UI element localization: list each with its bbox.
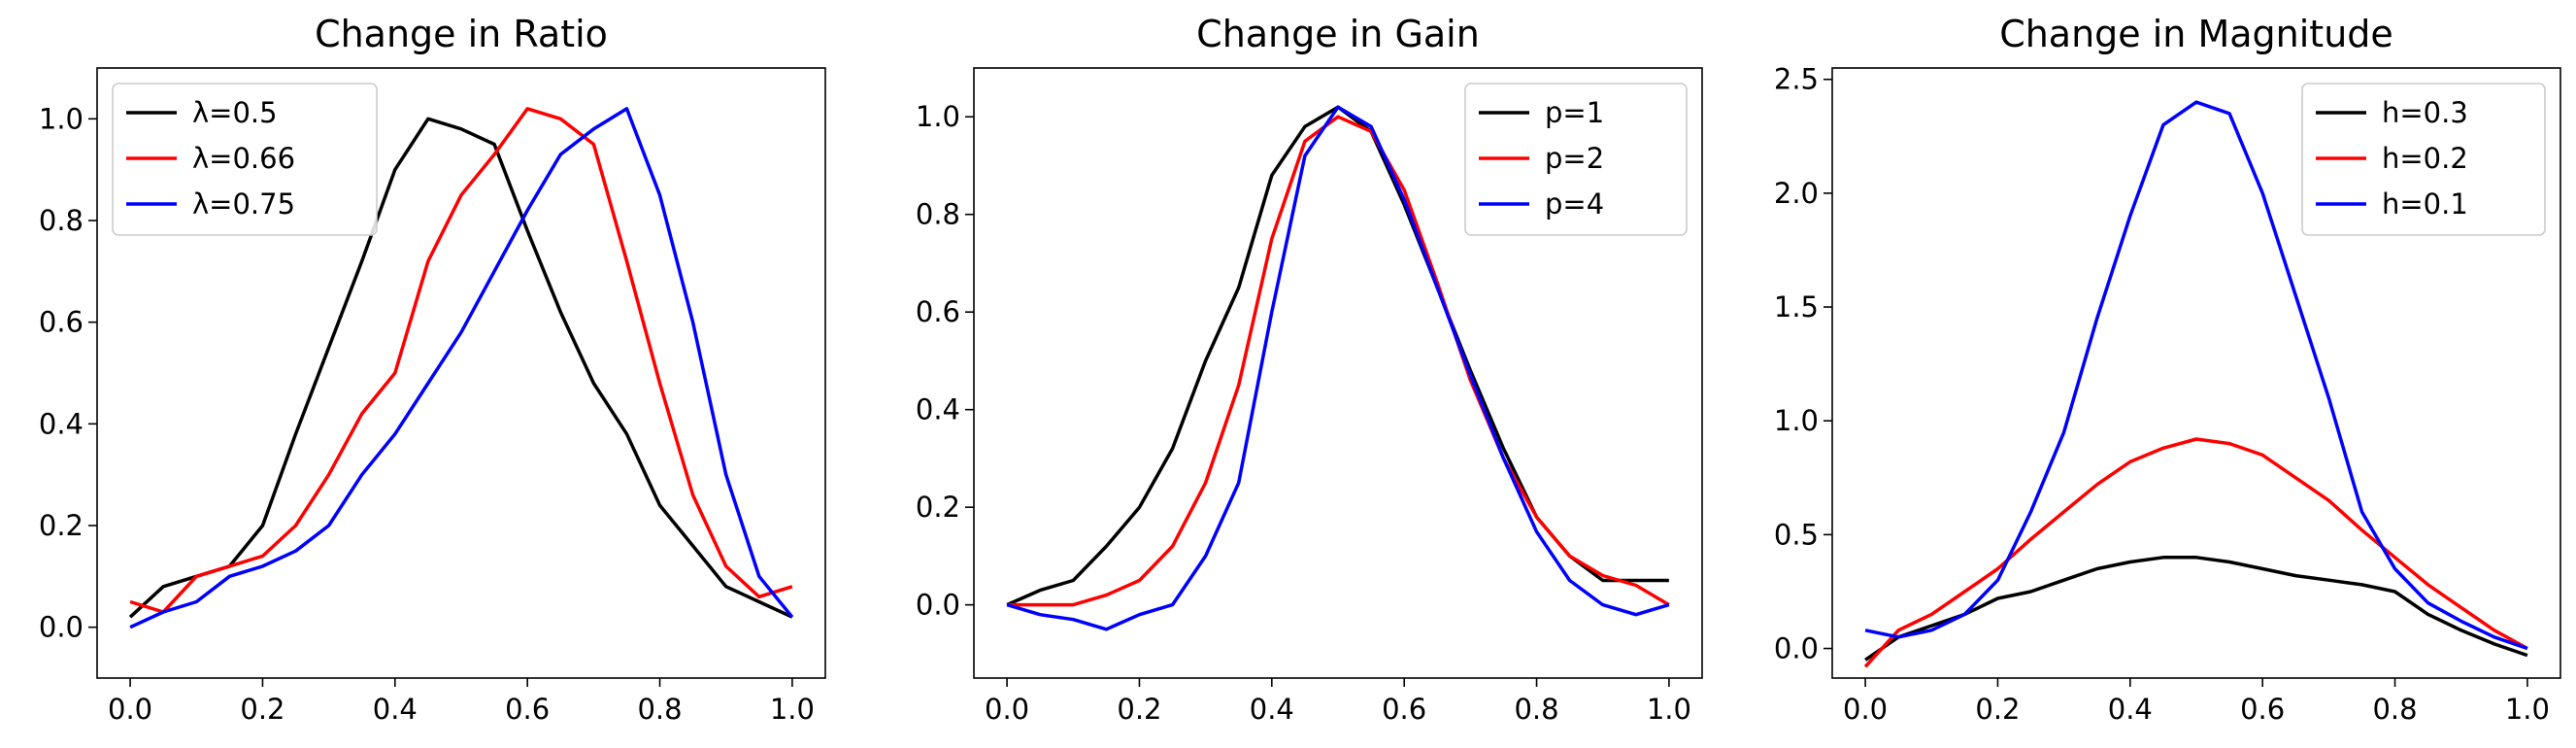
x-tick-label: 0.4 (2108, 693, 2153, 726)
chart-title: Change in Gain (1196, 13, 1480, 55)
y-tick-label: 2.0 (1774, 177, 1819, 210)
x-tick-label: 0.0 (108, 693, 152, 726)
y-tick-label: 0.0 (39, 611, 84, 644)
legend-label-3: λ=0.75 (192, 187, 295, 221)
series-line-1 (128, 117, 793, 619)
y-tick-label: 0.8 (916, 198, 960, 231)
x-tick-label: 0.8 (2372, 693, 2417, 726)
series-line-3 (129, 107, 794, 629)
y-tick-label: 0.2 (916, 491, 960, 524)
x-tick-label: 0.0 (985, 693, 1029, 726)
x-tick-label: 0.2 (1975, 693, 2020, 726)
y-tick-label: 2.5 (1774, 63, 1819, 96)
plot-frame (973, 67, 1703, 679)
series-line-3 (1864, 100, 2528, 651)
x-tick-label: 0.6 (2240, 693, 2285, 726)
legend-label-1: p=1 (1545, 96, 1604, 129)
y-tick-label: 0.2 (39, 509, 84, 542)
legend-label-2: λ=0.66 (192, 142, 295, 175)
legend-box (2301, 83, 2546, 236)
y-tick-label: 1.5 (1774, 290, 1819, 323)
legend-label-2: p=2 (1545, 142, 1604, 175)
chart-panel-2: Change in Gain 0.0 0.2 0.4 0.6 0.8 1.0 0.0 0.2 0.… (916, 13, 1703, 726)
legend-box (1464, 83, 1688, 236)
legend-label-3: h=0.1 (2382, 187, 2468, 221)
x-tick-label: 1.0 (1647, 693, 1691, 726)
chart-panel-3: Change in Magnitude 0.0 0.2 0.4 0.6 0.8 1.0 0.0… (1774, 13, 2561, 726)
x-tick-label: 0.4 (1250, 693, 1294, 726)
plot-frame (96, 67, 826, 679)
series-line-1 (1864, 556, 2528, 662)
y-tick-label: 0.4 (916, 393, 960, 426)
y-tick-label: 0.5 (1774, 518, 1819, 551)
chart-title: Change in Ratio (315, 13, 608, 55)
legend-label-2: h=0.2 (2382, 142, 2468, 175)
x-tick-label: 1.0 (770, 693, 815, 726)
series-line-2 (1863, 437, 2528, 668)
legend: p=1 p=2 p=4 (1464, 83, 1688, 236)
y-tick-label: 1.0 (39, 102, 84, 135)
y-tick-label: 1.0 (916, 100, 960, 133)
x-tick-label: 1.0 (2505, 693, 2550, 726)
x-tick-label: 0.8 (637, 693, 682, 726)
y-tick-label: 0.8 (39, 204, 84, 237)
legend-label-1: h=0.3 (2382, 96, 2468, 129)
x-tick-label: 0.6 (1382, 693, 1426, 726)
legend: λ=0.5 λ=0.66 λ=0.75 (112, 83, 378, 236)
x-tick-label: 0.0 (1843, 693, 1888, 726)
y-tick-label: 0.0 (1774, 632, 1819, 665)
x-tick-label: 0.4 (373, 693, 418, 726)
series-line-3 (1006, 105, 1670, 631)
plot-frame (1831, 67, 2561, 679)
y-tick-label: 1.0 (1774, 404, 1819, 437)
legend-label-1: λ=0.5 (192, 96, 278, 129)
y-tick-label: 0.4 (39, 407, 84, 440)
y-tick-label: 0.0 (916, 589, 960, 622)
y-tick-label: 0.6 (39, 306, 84, 339)
series-line-2 (129, 107, 793, 614)
x-tick-label: 0.6 (505, 693, 550, 726)
legend-label-3: p=4 (1545, 187, 1604, 221)
x-tick-label: 0.8 (1514, 693, 1558, 726)
series-line-2 (1007, 115, 1670, 607)
legend: h=0.3 h=0.2 h=0.1 (2301, 83, 2546, 236)
chart-title: Change in Magnitude (1999, 13, 2393, 55)
x-tick-label: 0.2 (1117, 693, 1161, 726)
legend-box (112, 83, 378, 236)
y-tick-label: 0.6 (916, 295, 960, 328)
x-tick-label: 0.2 (240, 693, 284, 726)
chart-panel-1: Change in Ratio 0.0 0.2 0.4 0.6 0.8 1.0 0.0 0.2 0… (39, 13, 826, 726)
